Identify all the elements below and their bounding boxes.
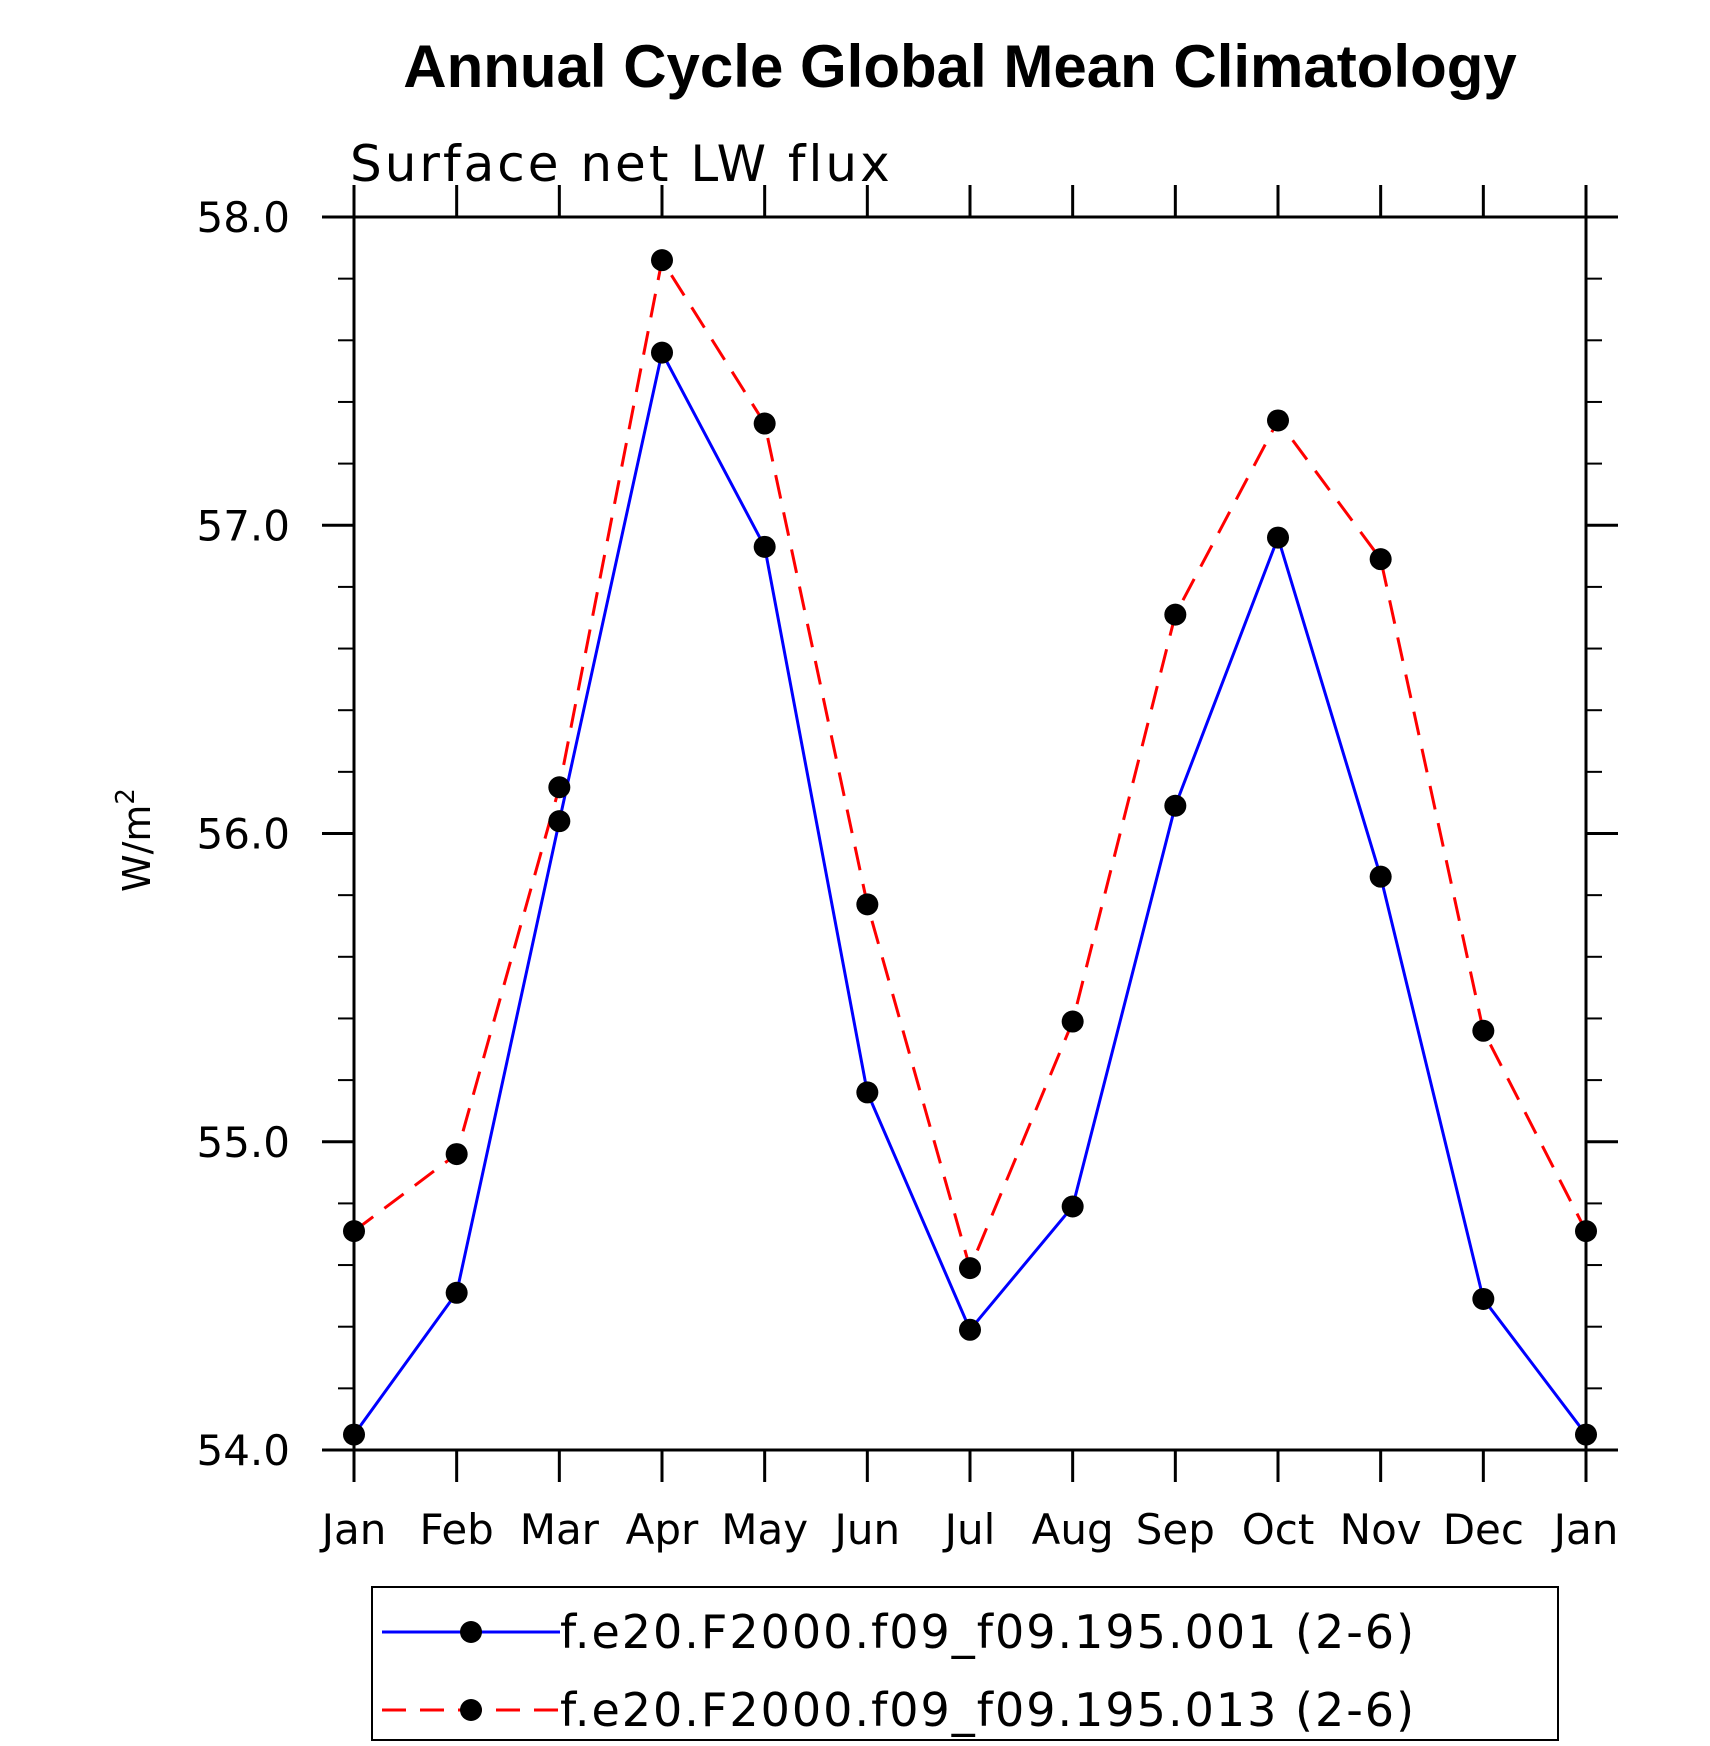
- series-1-point: [445, 1281, 468, 1304]
- series-1-point: [548, 810, 571, 833]
- chart-title: Annual Cycle Global Mean Climatology: [403, 33, 1517, 100]
- y-axis-label-base: W/m: [115, 805, 159, 892]
- series-2-point: [651, 249, 673, 272]
- y-axis-label-superscript: 2: [111, 788, 141, 805]
- series-1-point: [1267, 526, 1289, 549]
- legend-label-1: f.e20.F2000.f09_f09.195.001 (2-6): [560, 1605, 1416, 1659]
- y-tick-label: 58.0: [196, 193, 290, 242]
- y-tick-label: 55.0: [196, 1118, 290, 1167]
- series-2-point: [959, 1257, 981, 1280]
- x-tick-label: May: [721, 1505, 808, 1554]
- x-tick-label: Aug: [1032, 1505, 1114, 1554]
- series-1-point: [343, 1423, 365, 1446]
- x-tick-label: Nov: [1340, 1505, 1422, 1554]
- series-2-point: [1575, 1220, 1597, 1243]
- x-tick-label: Apr: [626, 1505, 699, 1554]
- x-tick-label: Jan: [1551, 1505, 1619, 1554]
- series-2-point: [445, 1143, 468, 1166]
- series-1-point: [959, 1318, 981, 1341]
- series-2-point: [753, 412, 776, 435]
- series-1-point: [1164, 794, 1187, 817]
- series-1-point: [1369, 865, 1392, 888]
- y-tick-label: 56.0: [196, 810, 290, 859]
- series-2-point: [856, 893, 879, 916]
- axes: Jan Feb Mar Apr May Jun Jul Aug Sep Oct Nov Dec Jan 5…: [196, 185, 1618, 1554]
- series-1-point: [1061, 1195, 1084, 1218]
- series-layer: [343, 249, 1597, 1446]
- series-2-point: [1369, 548, 1392, 571]
- y-tick-label: 57.0: [196, 501, 290, 550]
- series-2-point: [1061, 1010, 1084, 1033]
- x-tick-label: Jan: [319, 1505, 387, 1554]
- chart-subtitle: Surface net LW flux: [350, 135, 893, 193]
- legend-label-2: f.e20.F2000.f09_f09.195.013 (2-6): [560, 1683, 1416, 1737]
- x-tick-label: Feb: [419, 1505, 493, 1554]
- y-tick-label: 54.0: [196, 1426, 290, 1475]
- legend: f.e20.F2000.f09_f09.195.001 (2-6) f.e20.F…: [371, 1586, 1559, 1741]
- x-tick-label: Mar: [520, 1505, 600, 1554]
- series-1-point: [753, 535, 776, 558]
- series-1-point: [856, 1081, 879, 1104]
- series-2-point: [1472, 1019, 1495, 1042]
- series-line-2: [353, 256, 1588, 1273]
- legend-marker-2: [460, 1699, 482, 1721]
- series-2-point: [343, 1220, 365, 1243]
- x-tick-label: Dec: [1443, 1505, 1524, 1554]
- series-1-point: [1472, 1287, 1495, 1310]
- x-tick-label: Oct: [1242, 1505, 1315, 1554]
- x-tick-label: Jul: [942, 1505, 996, 1554]
- legend-box: [371, 1586, 1559, 1741]
- x-tick-label: Jun: [832, 1505, 901, 1554]
- legend-marker-1: [460, 1621, 482, 1643]
- series-2-point: [1267, 409, 1289, 432]
- series-1-point: [1575, 1423, 1597, 1446]
- series-2-point: [1164, 603, 1187, 626]
- x-tick-label: Sep: [1136, 1505, 1215, 1554]
- y-axis-label: W/m2: [111, 788, 159, 892]
- series-1-point: [651, 341, 673, 364]
- series-2-point: [548, 776, 571, 799]
